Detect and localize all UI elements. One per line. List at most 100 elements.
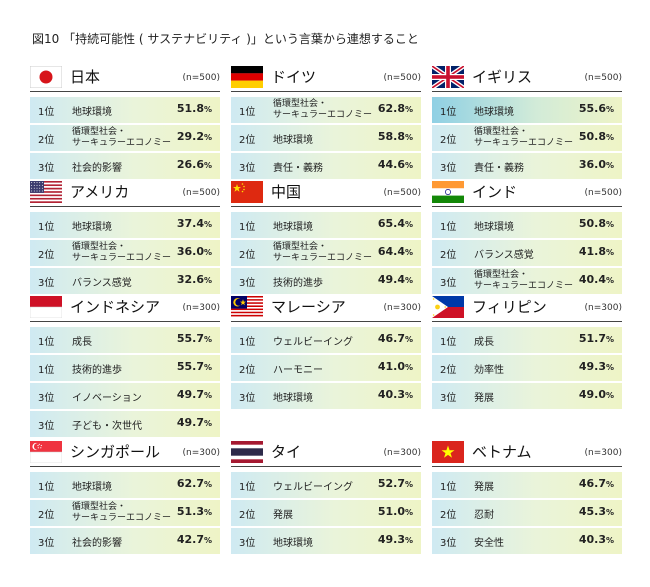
country-name: インド — [472, 183, 518, 201]
uk-flag-icon — [432, 66, 464, 88]
usa-flag-icon — [30, 181, 62, 203]
ranking-list: 1位 成長 51.7% 2位 効率性 49.3% 3位 発展 49.0% — [432, 327, 622, 411]
rank-label: 2位 — [239, 250, 256, 261]
ranking-row: 1位 成長 51.7% — [432, 327, 622, 353]
rank-label: 3位 — [38, 393, 55, 404]
association-label: バランス感覚 — [72, 278, 132, 289]
percentage-value: 65.4% — [377, 217, 413, 230]
country-name: 日本 — [70, 68, 101, 86]
header-divider — [30, 206, 220, 207]
association-label: 発展 — [273, 510, 293, 521]
ranking-row: 2位 循環型社会・ サーキュラーエコノミー 50.8% — [432, 125, 622, 151]
rank-label: 3位 — [239, 538, 256, 549]
header-divider — [432, 466, 622, 467]
ranking-list: 1位 循環型社会・ サーキュラーエコノミー 62.8% 2位 地球環境 58.8% 3位 責任・… — [231, 97, 421, 181]
rank-label: 1位 — [440, 107, 457, 118]
rank-label: 3位 — [38, 421, 55, 432]
ranking-list: 1位 発展 46.7% 2位 忍耐 45.3% 3位 安全性 40.3% — [432, 472, 622, 556]
ranking-row: 2位 循環型社会・ サーキュラーエコノミー 29.2% — [30, 125, 220, 151]
percentage-value: 49.3% — [377, 533, 413, 546]
rank-label: 3位 — [440, 163, 457, 174]
country-name: フィリピン — [472, 298, 547, 316]
rank-label: 2位 — [440, 365, 457, 376]
ranking-row: 2位 ハーモニー 41.0% — [231, 355, 421, 381]
ranking-row: 2位 効率性 49.3% — [432, 355, 622, 381]
country-panel-india: インド (n=500) 1位 地球環境 50.8% 2位 バランス感覚 41.8% 3位 循環型社… — [432, 179, 622, 294]
ranking-row: 2位 循環型社会・ サーキュラーエコノミー 51.3% — [30, 500, 220, 526]
header-divider — [231, 91, 421, 92]
rank-label: 2位 — [440, 510, 457, 521]
percentage-value: 50.8% — [578, 217, 614, 230]
ranking-list: 1位 地球環境 50.8% 2位 バランス感覚 41.8% 3位 循環型社会・ サーキュラーエコ… — [432, 212, 622, 296]
association-label: 技術的進歩 — [273, 278, 323, 289]
ranking-row: 1位 発展 46.7% — [432, 472, 622, 498]
ranking-list: 1位 ウェルビーイング 46.7% 2位 ハーモニー 41.0% 3位 地球環境 40.3% — [231, 327, 421, 411]
ranking-list: 1位 地球環境 55.6% 2位 循環型社会・ サーキュラーエコノミー 50.8% 3位 責任・… — [432, 97, 622, 181]
ranking-row: 2位 地球環境 58.8% — [231, 125, 421, 151]
association-label: 循環型社会・ サーキュラーエコノミー — [72, 502, 172, 523]
association-label: 発展 — [474, 393, 494, 404]
country-panel-vietnam: ベトナム (n=300) 1位 発展 46.7% 2位 忍耐 45.3% 3位 安全性 40.3% — [432, 439, 622, 554]
ranking-row: 2位 発展 51.0% — [231, 500, 421, 526]
association-label: 地球環境 — [273, 538, 313, 549]
country-name: シンガポール — [70, 443, 161, 461]
sample-size: (n=500) — [383, 188, 421, 198]
association-label: 責任・義務 — [474, 163, 524, 174]
sample-size: (n=500) — [182, 188, 220, 198]
country-name: アメリカ — [70, 183, 130, 201]
percentage-value: 49.0% — [578, 388, 614, 401]
rank-label: 2位 — [38, 250, 55, 261]
ranking-row: 1位 技術的進歩 55.7% — [30, 355, 220, 381]
sample-size: (n=300) — [383, 448, 421, 458]
country-header: シンガポール (n=300) — [30, 439, 220, 467]
sample-size: (n=500) — [584, 188, 622, 198]
japan-flag-icon — [30, 66, 62, 88]
rank-label: 3位 — [239, 278, 256, 289]
association-label: 地球環境 — [72, 222, 112, 233]
country-header: 日本 (n=500) — [30, 64, 220, 92]
percentage-value: 62.8% — [377, 102, 413, 115]
percentage-value: 58.8% — [377, 130, 413, 143]
ranking-row: 3位 技術的進歩 49.4% — [231, 268, 421, 294]
percentage-value: 64.4% — [377, 245, 413, 258]
ranking-row: 2位 バランス感覚 41.8% — [432, 240, 622, 266]
country-name: インドネシア — [70, 298, 161, 316]
association-label: ウェルビーイング — [273, 482, 353, 493]
association-label: 技術的進歩 — [72, 365, 122, 376]
rank-label: 2位 — [239, 365, 256, 376]
rank-label: 3位 — [440, 278, 457, 289]
country-panel-philippines: フィリピン (n=300) 1位 成長 51.7% 2位 効率性 49.3% 3位 発展 49.0% — [432, 294, 622, 409]
philippines-flag-icon — [432, 296, 464, 318]
ranking-row: 2位 循環型社会・ サーキュラーエコノミー 36.0% — [30, 240, 220, 266]
indonesia-flag-icon — [30, 296, 62, 318]
rank-label: 3位 — [38, 163, 55, 174]
percentage-value: 36.0% — [578, 158, 614, 171]
country-panel-usa: アメリカ (n=500) 1位 地球環境 37.4% 2位 循環型社会・ サーキュラーエコノミ… — [30, 179, 220, 294]
country-header: 中国 (n=500) — [231, 179, 421, 207]
country-header: イギリス (n=500) — [432, 64, 622, 92]
rank-label: 1位 — [440, 337, 457, 348]
association-label: 地球環境 — [273, 222, 313, 233]
association-label: 地球環境 — [273, 135, 313, 146]
rank-label: 1位 — [239, 107, 256, 118]
rank-label: 1位 — [38, 222, 55, 233]
header-divider — [432, 91, 622, 92]
sample-size: (n=300) — [584, 303, 622, 313]
percentage-value: 51.0% — [377, 505, 413, 518]
percentage-value: 32.6% — [176, 273, 212, 286]
rank-label: 3位 — [239, 163, 256, 174]
rank-label: 2位 — [440, 250, 457, 261]
rank-label: 2位 — [38, 135, 55, 146]
association-label: イノベーション — [72, 393, 142, 404]
association-label: 発展 — [474, 482, 494, 493]
ranking-list: 1位 成長 55.7% 1位 技術的進歩 55.7% 3位 イノベーション 49.7% 3位 子ども… — [30, 327, 220, 439]
percentage-value: 36.0% — [176, 245, 212, 258]
ranking-row: 1位 ウェルビーイング 52.7% — [231, 472, 421, 498]
country-header: フィリピン (n=300) — [432, 294, 622, 322]
percentage-value: 40.3% — [578, 533, 614, 546]
rank-label: 1位 — [38, 365, 55, 376]
association-label: 地球環境 — [72, 482, 112, 493]
header-divider — [432, 206, 622, 207]
percentage-value: 45.3% — [578, 505, 614, 518]
percentage-value: 46.7% — [578, 477, 614, 490]
